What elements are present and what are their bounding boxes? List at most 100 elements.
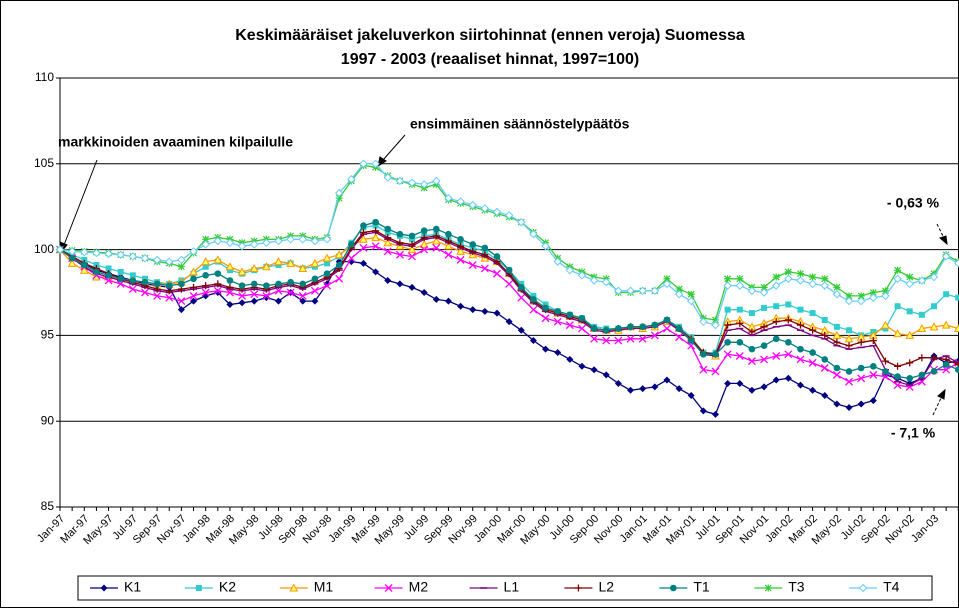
- marker: [383, 238, 393, 247]
- marker: [650, 331, 659, 340]
- marker: [372, 222, 379, 229]
- marker: [468, 200, 477, 210]
- marker: [711, 367, 720, 376]
- marker: [845, 292, 853, 300]
- marker: [226, 283, 234, 291]
- marker: [784, 268, 792, 276]
- marker: [954, 366, 959, 374]
- y-tick-label: 105: [34, 156, 54, 170]
- marker: [310, 258, 320, 267]
- y-tick-label: 100: [34, 242, 54, 256]
- marker: [833, 283, 841, 291]
- chart-title: Keskimääräiset jakeluverkon siirtohinnat…: [235, 27, 745, 44]
- marker: [189, 291, 198, 300]
- marker: [857, 364, 865, 372]
- marker: [287, 278, 294, 286]
- marker: [396, 239, 404, 247]
- marker: [530, 292, 537, 299]
- marker: [372, 227, 380, 235]
- marker: [542, 304, 549, 312]
- marker: [554, 308, 561, 315]
- y-tick-label: 95: [41, 328, 55, 342]
- legend-label: L2: [598, 579, 614, 595]
- marker: [141, 278, 149, 286]
- marker: [796, 355, 805, 364]
- marker: [334, 188, 344, 198]
- marker: [92, 248, 101, 258]
- marker: [493, 253, 501, 260]
- marker: [100, 584, 108, 592]
- marker: [845, 342, 853, 350]
- marker: [432, 232, 440, 240]
- marker: [213, 255, 223, 264]
- marker: [128, 252, 138, 261]
- marker: [492, 207, 502, 217]
- marker: [237, 241, 247, 251]
- marker: [796, 270, 804, 278]
- marker: [736, 306, 743, 313]
- marker: [760, 323, 768, 331]
- marker: [857, 400, 865, 408]
- marker: [274, 236, 283, 246]
- marker: [565, 321, 574, 330]
- marker: [116, 250, 125, 259]
- marker: [431, 236, 441, 245]
- series-markers: [55, 159, 959, 330]
- marker: [590, 366, 598, 374]
- marker: [117, 275, 124, 283]
- marker: [444, 250, 453, 259]
- marker: [213, 286, 222, 295]
- marker: [662, 324, 671, 333]
- marker: [140, 253, 150, 263]
- marker: [468, 261, 477, 270]
- marker: [942, 361, 950, 368]
- annotation: - 7,1 %: [891, 425, 936, 441]
- marker: [724, 306, 731, 313]
- marker: [699, 365, 708, 374]
- marker: [858, 583, 868, 593]
- marker: [420, 289, 428, 296]
- arrow: [932, 395, 943, 416]
- legend-label: T1: [693, 579, 710, 595]
- marker: [505, 279, 514, 288]
- marker: [809, 310, 816, 317]
- marker: [712, 410, 719, 418]
- marker: [493, 269, 501, 278]
- legend-label: T4: [883, 579, 900, 595]
- marker: [444, 193, 453, 203]
- marker: [784, 316, 792, 324]
- marker: [55, 245, 65, 254]
- marker: [785, 301, 792, 308]
- marker: [761, 304, 768, 311]
- marker: [432, 295, 440, 303]
- marker: [105, 272, 112, 279]
- annotation: markkinoiden avaaminen kilpailulle: [58, 134, 293, 150]
- marker: [298, 235, 307, 244]
- marker: [347, 254, 356, 263]
- marker: [311, 297, 319, 305]
- marker: [894, 266, 902, 274]
- marker: [407, 245, 417, 254]
- marker: [797, 345, 804, 353]
- marker: [674, 290, 684, 299]
- arrow: [63, 159, 98, 246]
- marker: [432, 243, 441, 252]
- marker: [735, 281, 744, 290]
- marker: [286, 235, 295, 244]
- marker: [687, 296, 696, 306]
- marker: [335, 194, 343, 202]
- marker: [574, 584, 582, 592]
- marker: [213, 236, 223, 246]
- marker: [918, 371, 926, 379]
- marker: [298, 291, 307, 300]
- marker: [759, 288, 769, 297]
- marker: [906, 375, 914, 382]
- marker: [384, 584, 393, 592]
- marker: [190, 283, 198, 291]
- marker: [359, 234, 368, 243]
- marker: [650, 286, 660, 295]
- marker: [941, 252, 951, 261]
- marker: [250, 240, 259, 249]
- marker: [955, 294, 959, 301]
